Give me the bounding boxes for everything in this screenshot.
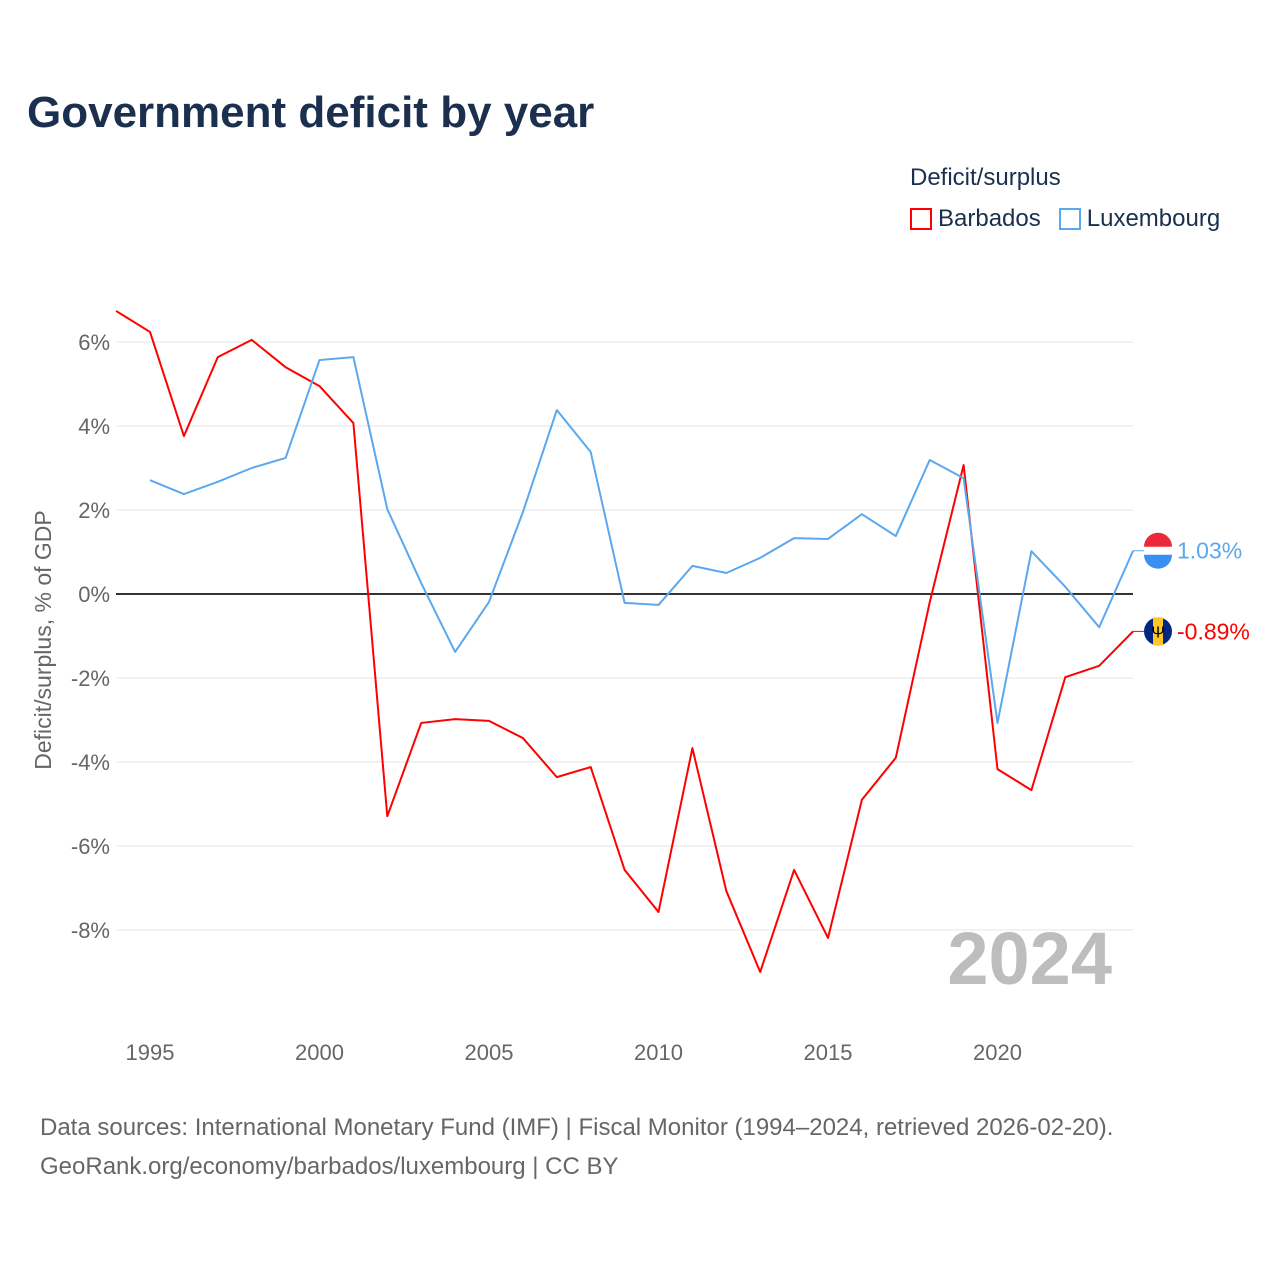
legend-title: Deficit/surplus (910, 164, 1061, 191)
x-tick-label: 2005 (465, 1040, 514, 1065)
flag-stripe (1153, 617, 1163, 646)
legend-swatch-barbados (910, 208, 932, 230)
footer: Data sources: International Monetary Fun… (40, 1108, 1113, 1186)
luxembourg-flag-icon (1144, 532, 1172, 569)
y-tick-label: -4% (71, 750, 110, 775)
chart-title: Government deficit by year (27, 88, 595, 137)
end-value-label-barbados: -0.89% (1177, 618, 1250, 644)
legend-swatch-luxembourg (1058, 208, 1081, 230)
year-watermark: 2024 (947, 917, 1112, 1000)
x-tick-label: 2015 (804, 1040, 853, 1065)
y-tick-label: -2% (71, 666, 110, 691)
y-tick-label: 0% (78, 582, 110, 607)
x-tick-label: 2010 (634, 1040, 683, 1065)
y-tick-label: 4% (78, 414, 110, 439)
x-tick-label: 2020 (973, 1040, 1022, 1065)
legend-label-barbados: Barbados (938, 205, 1041, 232)
flag-red (1144, 532, 1172, 547)
legend-item-luxembourg[interactable]: Luxembourg (1058, 205, 1221, 233)
flag-blue (1144, 554, 1172, 569)
x-tick-label: 2000 (295, 1040, 344, 1065)
footer-link[interactable]: GeoRank.org/economy/barbados/luxembourg … (40, 1153, 619, 1180)
y-axis-label: Deficit/surplus, % of GDP (30, 510, 56, 769)
legend: Barbados Luxembourg (910, 205, 1220, 233)
y-tick-label: -6% (71, 834, 110, 859)
y-tick-label: 2% (78, 498, 110, 523)
trident: Ψ (1151, 624, 1164, 641)
y-tick-label: 6% (78, 330, 110, 355)
barbados-flag-icon: Ψ (1144, 617, 1172, 646)
legend-label-luxembourg: Luxembourg (1086, 205, 1221, 232)
y-tick-label: -8% (71, 918, 110, 943)
series-line-luxembourg (149, 356, 1135, 724)
legend-item-barbados[interactable]: Barbados (910, 205, 1041, 233)
footer-sources: Data sources: International Monetary Fun… (40, 1114, 1114, 1141)
series-line-barbados (115, 310, 1134, 973)
end-value-label-luxembourg: 1.03% (1177, 538, 1242, 564)
x-tick-label: 1995 (126, 1040, 175, 1065)
